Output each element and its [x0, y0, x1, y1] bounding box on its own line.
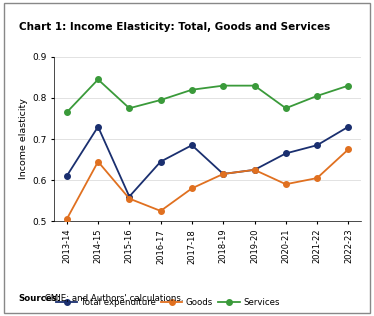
Services [158, 98, 163, 102]
Services [252, 84, 257, 88]
Line: Total expenditure: Total expenditure [64, 124, 351, 199]
Goods [221, 172, 226, 176]
Total expenditure [283, 152, 288, 155]
Services [64, 111, 69, 114]
Services [190, 88, 194, 92]
Legend: Total expenditure, Goods, Services: Total expenditure, Goods, Services [52, 295, 283, 310]
Text: Chart 1: Income Elasticity: Total, Goods and Services: Chart 1: Income Elasticity: Total, Goods… [19, 22, 330, 32]
Line: Services: Services [64, 77, 351, 115]
Services [96, 77, 100, 81]
Goods [127, 197, 132, 200]
Total expenditure [252, 168, 257, 172]
Goods [158, 209, 163, 213]
Services [221, 84, 226, 88]
Total expenditure [315, 143, 319, 147]
Total expenditure [64, 174, 69, 178]
Goods [64, 217, 69, 221]
Services [346, 84, 351, 88]
Goods [252, 168, 257, 172]
Total expenditure [221, 172, 226, 176]
Total expenditure [127, 195, 132, 198]
Total expenditure [158, 160, 163, 164]
Goods [346, 147, 351, 151]
Services [127, 106, 132, 110]
Total expenditure [346, 125, 351, 129]
Services [283, 106, 288, 110]
Text: CMIE; and Authors' calculations.: CMIE; and Authors' calculations. [42, 295, 184, 303]
Total expenditure [96, 125, 100, 129]
Goods [315, 176, 319, 180]
Goods [96, 160, 100, 164]
Goods [283, 182, 288, 186]
Line: Goods: Goods [64, 147, 351, 222]
Total expenditure [190, 143, 194, 147]
Services [315, 94, 319, 98]
Goods [190, 186, 194, 190]
Text: Sources:: Sources: [19, 295, 61, 303]
Y-axis label: Income elasticity: Income elasticity [19, 99, 28, 179]
